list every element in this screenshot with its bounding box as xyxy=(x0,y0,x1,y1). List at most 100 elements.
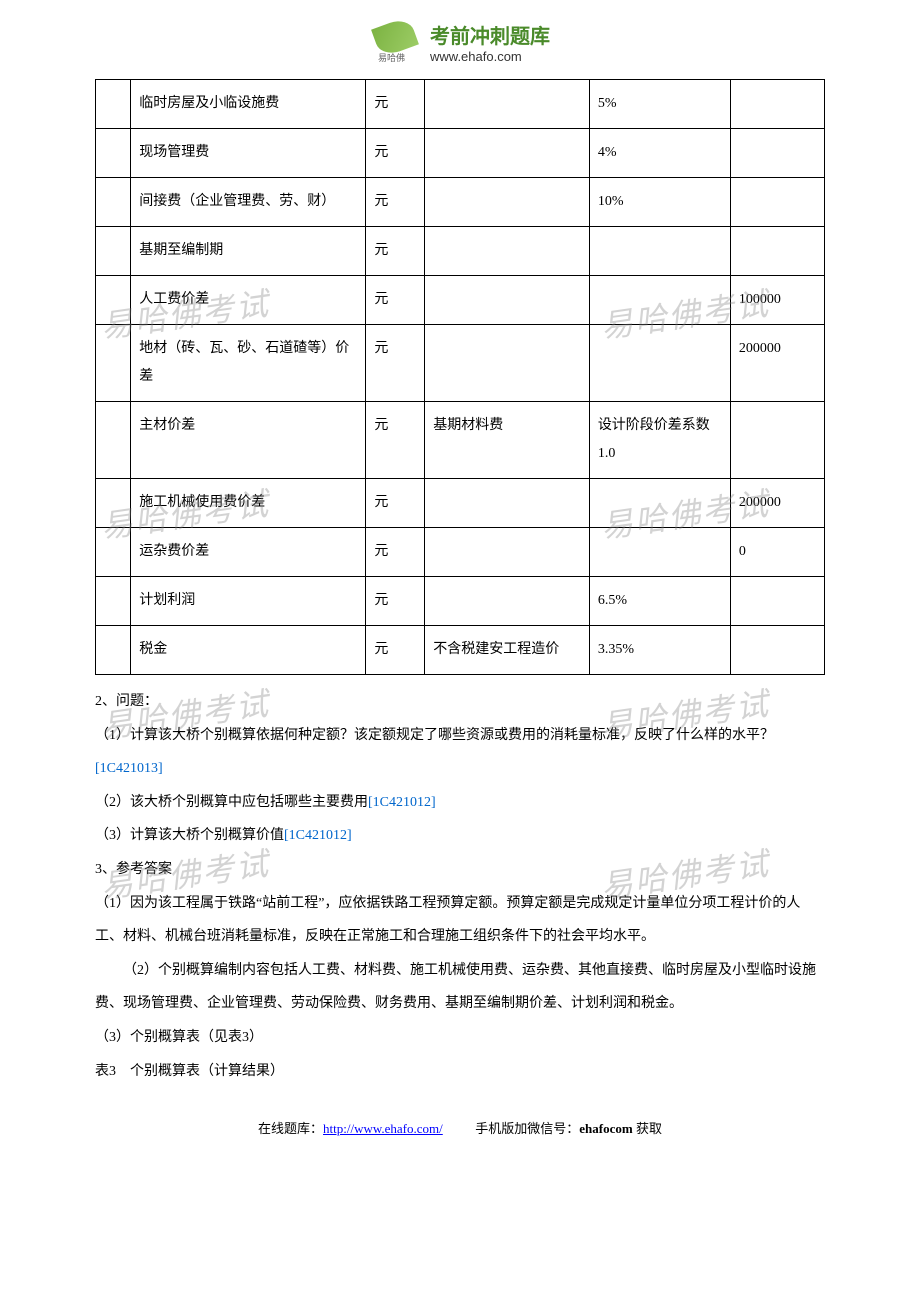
table-cell xyxy=(96,80,131,129)
table-row: 临时房屋及小临设施费元 5% xyxy=(96,80,825,129)
table-cell: 设计阶段价差系数1.0 xyxy=(589,402,730,479)
table-cell: 元 xyxy=(366,325,425,402)
question-2: （2）该大桥个别概算中应包括哪些主要费用[1C421012] xyxy=(95,786,825,820)
table-cell xyxy=(425,276,590,325)
table-cell: 计划利润 xyxy=(131,577,366,626)
header-title-cn: 考前冲刺题库 xyxy=(430,20,550,49)
table-row: 间接费（企业管理费、劳、财）元 10% xyxy=(96,178,825,227)
question-1: （1）计算该大桥个别概算依据何种定额？该定额规定了哪些资源或费用的消耗量标准，反… xyxy=(95,719,825,786)
table-cell: 元 xyxy=(366,528,425,577)
table-cell: 临时房屋及小临设施费 xyxy=(131,80,366,129)
header-title: 考前冲刺题库 www.ehafo.com xyxy=(430,20,550,64)
table-cell xyxy=(730,577,824,626)
table-cell: 元 xyxy=(366,402,425,479)
table-cell xyxy=(730,626,824,675)
table-cell: 元 xyxy=(366,577,425,626)
table-cell: 间接费（企业管理费、劳、财） xyxy=(131,178,366,227)
logo-text: 易哈佛 xyxy=(378,51,405,64)
table-cell: 税金 xyxy=(131,626,366,675)
table-cell: 地材（砖、瓦、砂、石道碴等）价差 xyxy=(131,325,366,402)
footer-wechat: ehafocom xyxy=(579,1121,632,1136)
table-cell xyxy=(589,479,730,528)
table-row: 运杂费价差元 0 xyxy=(96,528,825,577)
q2-text: （2）该大桥个别概算中应包括哪些主要费用 xyxy=(95,795,368,810)
table-row: 计划利润元 6.5% xyxy=(96,577,825,626)
header-title-en: www.ehafo.com xyxy=(430,49,550,64)
table-cell xyxy=(730,129,824,178)
table-cell: 4% xyxy=(589,129,730,178)
answer-1: （1）因为该工程属于铁路“站前工程”，应依据铁路工程预算定额。预算定额是完成规定… xyxy=(95,887,825,954)
q2-code: [1C421012] xyxy=(368,795,436,810)
footer-label-2: 手机版加微信号： xyxy=(475,1121,579,1136)
content-area: 临时房屋及小临设施费元5%现场管理费元4%间接费（企业管理费、劳、财）元10%基… xyxy=(0,79,920,1088)
table-cell: 元 xyxy=(366,80,425,129)
table-cell: 不含税建安工程造价 xyxy=(425,626,590,675)
table-cell xyxy=(425,479,590,528)
table-cell: 3.35% xyxy=(589,626,730,675)
table-cell xyxy=(96,402,131,479)
table-cell xyxy=(96,178,131,227)
table-cell: 元 xyxy=(366,227,425,276)
table-cell: 0 xyxy=(730,528,824,577)
q1-text: （1）计算该大桥个别概算依据何种定额？该定额规定了哪些资源或费用的消耗量标准，反… xyxy=(95,728,774,743)
answer-3: （3）个别概算表（见表3） xyxy=(95,1021,825,1055)
table-cell: 主材价差 xyxy=(131,402,366,479)
answer-2: （2）个别概算编制内容包括人工费、材料费、施工机械使用费、运杂费、其他直接费、临… xyxy=(95,954,825,1021)
table-cell xyxy=(96,577,131,626)
table-cell xyxy=(425,227,590,276)
table-row: 主材价差元基期材料费设计阶段价差系数1.0 xyxy=(96,402,825,479)
table-cell xyxy=(730,80,824,129)
table-cell xyxy=(730,402,824,479)
table-cell xyxy=(96,276,131,325)
table-cell xyxy=(425,178,590,227)
table-cell xyxy=(96,227,131,276)
table-cell xyxy=(589,325,730,402)
table-row: 人工费价差元 100000 xyxy=(96,276,825,325)
table-cell xyxy=(425,80,590,129)
table-row: 施工机械使用费价差元 200000 xyxy=(96,479,825,528)
table-cell: 运杂费价差 xyxy=(131,528,366,577)
table-row: 税金元不含税建安工程造价3.35% xyxy=(96,626,825,675)
logo: 易哈佛 xyxy=(370,22,420,62)
table-cell: 现场管理费 xyxy=(131,129,366,178)
table-cell: 基期材料费 xyxy=(425,402,590,479)
table-cell: 200000 xyxy=(730,479,824,528)
table-row: 现场管理费元 4% xyxy=(96,129,825,178)
table-cell xyxy=(96,129,131,178)
table-cell xyxy=(96,528,131,577)
table-cell xyxy=(589,528,730,577)
table-cell xyxy=(425,528,590,577)
q3-text: （3）计算该大桥个别概算价值 xyxy=(95,828,284,843)
table-cell: 6.5% xyxy=(589,577,730,626)
answer-label: 3、参考答案 xyxy=(95,853,825,887)
page-footer: 在线题库：http://www.ehafo.com/ 手机版加微信号：ehafo… xyxy=(0,1088,920,1157)
table-cell: 100000 xyxy=(730,276,824,325)
table-cell xyxy=(425,325,590,402)
q1-code: [1C421013] xyxy=(95,761,163,776)
text-content: 2、问题： （1）计算该大桥个别概算依据何种定额？该定额规定了哪些资源或费用的消… xyxy=(95,685,825,1088)
table-cell: 200000 xyxy=(730,325,824,402)
table-cell xyxy=(730,178,824,227)
table-cell xyxy=(589,227,730,276)
table-cell: 基期至编制期 xyxy=(131,227,366,276)
table-cell xyxy=(730,227,824,276)
footer-link[interactable]: http://www.ehafo.com/ xyxy=(323,1121,443,1136)
table-cell: 5% xyxy=(589,80,730,129)
question-3: （3）计算该大桥个别概算价值[1C421012] xyxy=(95,819,825,853)
table-cell: 10% xyxy=(589,178,730,227)
table-cell xyxy=(425,129,590,178)
table-cell: 元 xyxy=(366,129,425,178)
question-label: 2、问题： xyxy=(95,685,825,719)
table-row: 地材（砖、瓦、砂、石道碴等）价差元 200000 xyxy=(96,325,825,402)
table-cell xyxy=(425,577,590,626)
table-cell xyxy=(96,479,131,528)
footer-label-1: 在线题库： xyxy=(258,1121,323,1136)
footer-suffix: 获取 xyxy=(633,1121,662,1136)
table-cell: 元 xyxy=(366,178,425,227)
table-cell: 施工机械使用费价差 xyxy=(131,479,366,528)
table-cell xyxy=(96,626,131,675)
table-cell xyxy=(589,276,730,325)
table-cell: 元 xyxy=(366,479,425,528)
table-cell: 元 xyxy=(366,276,425,325)
table-cell: 人工费价差 xyxy=(131,276,366,325)
